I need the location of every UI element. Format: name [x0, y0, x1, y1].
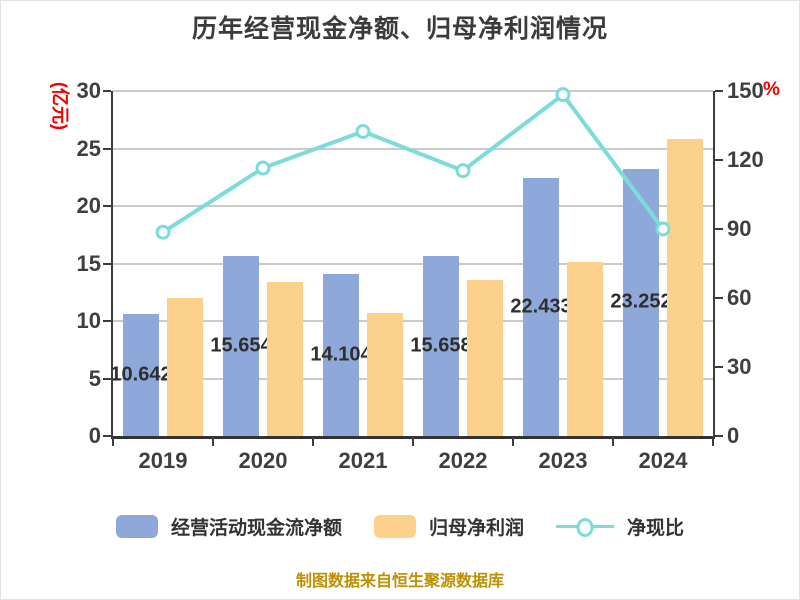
bar-value-label: 14.104	[310, 343, 372, 366]
bar-value-label: 15.654	[210, 334, 272, 357]
bar-value-label: 22.433	[510, 295, 572, 318]
legend-label: 净现比	[627, 518, 685, 539]
orange-bar-swatch-icon	[373, 515, 416, 538]
legend-item-cash-ratio[interactable]: 净现比	[556, 513, 684, 540]
y-axis-left-tick-label: 15	[76, 250, 101, 276]
y-axis-right-tick	[715, 228, 723, 230]
y-axis-right-tick	[715, 90, 723, 92]
y-axis-right-tick-label: 60	[727, 285, 752, 310]
bar-net-profit	[567, 262, 603, 436]
bar-value-label: 23.252	[610, 290, 672, 313]
y-axis-left	[111, 91, 113, 436]
line-data-point	[355, 123, 371, 139]
bar-operating-cash-flow	[323, 273, 359, 436]
x-axis-category-label: 2021	[338, 448, 388, 473]
cash-ratio-line	[155, 87, 671, 240]
x-axis-tick	[312, 436, 314, 446]
gridline	[113, 205, 713, 207]
x-axis-category-label: 2020	[238, 448, 288, 473]
x-axis-category-label: 2024	[638, 448, 688, 473]
line-data-point	[555, 87, 571, 103]
y-axis-right-tick	[715, 297, 723, 299]
gridline	[113, 262, 713, 265]
footer-note: 制图数据来自恒生聚源数据库	[295, 573, 504, 590]
y-axis-right-tick-label: 90	[727, 216, 752, 241]
line-data-point	[255, 160, 271, 176]
bar-operating-cash-flow	[423, 255, 459, 436]
x-axis-tick	[112, 436, 114, 446]
y-axis-left-tick	[103, 320, 111, 322]
x-axis-tick	[212, 436, 214, 446]
plot-area: 10.642 15.654 14.104 15.658 22.433 23.252	[103, 87, 723, 446]
blue-bar-swatch-icon	[115, 515, 158, 538]
y-axis-left-tick-label: 0	[88, 423, 101, 448]
y-axis-right-tick-label: 0	[727, 423, 740, 448]
y-axis-right	[713, 91, 715, 436]
x-axis-tick	[412, 436, 414, 446]
bar-net-profit	[667, 139, 703, 436]
y-axis-left-tick-label: 25	[76, 135, 101, 161]
line-marker-swatch-icon	[556, 515, 614, 538]
bar-value-label: 10.642	[110, 363, 172, 386]
y-axis-left-tick	[103, 435, 111, 437]
legend-label: 归母净利润	[428, 518, 524, 539]
x-axis-category-label: 2019	[138, 448, 188, 473]
gridline	[113, 377, 713, 380]
bar-net-profit	[267, 281, 303, 436]
y-axis-right-tick	[715, 159, 723, 161]
y-axis-right-tick-label: 150	[727, 78, 764, 103]
x-axis-tick	[512, 436, 514, 446]
gridline	[113, 147, 713, 150]
y-axis-right-tick-label: 120	[727, 147, 764, 172]
gridline	[113, 90, 713, 92]
y-axis-left-tick	[103, 205, 111, 207]
bar-operating-cash-flow	[223, 255, 259, 436]
x-axis-tick	[712, 436, 714, 446]
y-axis-left-tick	[103, 377, 111, 380]
y-axis-left-tick	[103, 90, 111, 92]
right-axis-unit-label: %	[763, 79, 780, 100]
y-axis-left-tick	[103, 147, 111, 150]
bar-net-profit	[467, 279, 503, 436]
chart-title: 历年经营现金净额、归母净利润情况	[191, 15, 608, 43]
x-axis-category-label: 2023	[538, 448, 588, 473]
y-axis-right-tick	[715, 435, 723, 437]
y-axis-left-tick-label: 10	[76, 308, 101, 333]
gridline	[113, 320, 713, 322]
y-axis-right-tick-label: 30	[727, 354, 752, 379]
bar-operating-cash-flow	[123, 313, 159, 436]
y-axis-right-tick	[715, 366, 723, 368]
line-data-point	[155, 224, 171, 240]
line-data-point	[455, 163, 471, 179]
y-axis-left-tick	[103, 262, 111, 265]
y-axis-left-tick-label: 20	[76, 193, 101, 218]
legend-item-net-profit[interactable]: 归母净利润	[373, 513, 524, 540]
legend-item-operating-cash-flow[interactable]: 经营活动现金流净额	[115, 513, 342, 540]
bar-net-profit	[367, 312, 403, 436]
y-axis-left-tick-label: 5	[88, 365, 101, 391]
bar-net-profit	[167, 298, 203, 436]
line-data-point	[655, 221, 671, 237]
bar-operating-cash-flow	[523, 178, 559, 436]
y-axis-left-tick-label: 30	[76, 78, 101, 103]
legend-label: 经营活动现金流净额	[170, 518, 342, 539]
bar-value-label: 15.658	[410, 334, 472, 357]
x-axis-tick	[612, 436, 614, 446]
legend: 经营活动现金流净额 归母净利润 净现比	[1, 513, 799, 540]
x-axis-category-label: 2022	[438, 448, 488, 473]
